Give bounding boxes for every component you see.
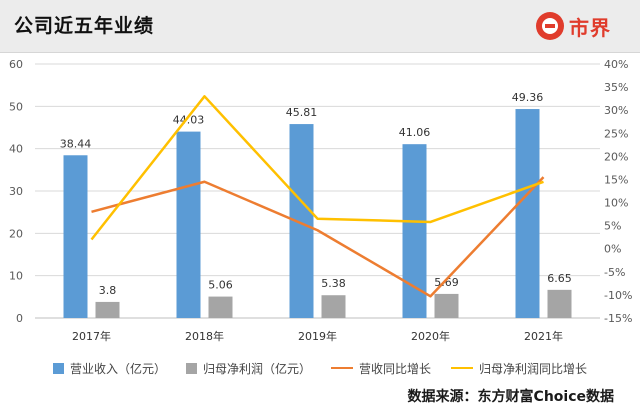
logo-icon (536, 12, 564, 40)
legend-item: 营收同比增长 (331, 360, 431, 377)
x-tick-label: 2017年 (72, 329, 111, 343)
bar-net-profit (321, 295, 346, 318)
bar-revenue (63, 155, 88, 318)
legend-label: 营业收入（亿元） (69, 361, 166, 376)
bar-revenue (176, 131, 201, 318)
y-right-tick-label: 25% (604, 127, 628, 140)
y-left-tick-label: 20 (9, 227, 23, 240)
page-title: 公司近五年业绩 (14, 15, 155, 37)
data-label: 5.38 (321, 277, 346, 290)
x-tick-label: 2020年 (411, 329, 450, 343)
y-left-tick-label: 10 (9, 270, 23, 283)
x-tick-label: 2018年 (185, 329, 224, 343)
legend-swatch (331, 367, 353, 369)
x-tick-label: 2021年 (524, 329, 563, 343)
data-label: 44.03 (173, 114, 205, 127)
legend-item: 归母净利润（亿元） (185, 360, 311, 377)
data-label: 5.06 (208, 279, 233, 292)
legend: 营业收入（亿元） 归母净利润（亿元） 营收同比增长 归母净利润同比增长 (0, 355, 640, 381)
y-right-tick-label: -10% (604, 289, 632, 302)
brand-logo: 市界 (536, 10, 611, 42)
y-right-tick-label: 30% (604, 104, 628, 117)
data-label: 49.36 (512, 91, 544, 104)
y-right-tick-label: 5% (604, 220, 621, 233)
bar-revenue (402, 144, 427, 318)
line-profit-growth (90, 95, 544, 241)
data-source: 数据来源：东方财富Choice数据 (407, 389, 614, 405)
legend-swatch (451, 367, 474, 369)
y-right-tick-label: 10% (604, 197, 628, 210)
legend-label: 营收同比增长 (359, 361, 432, 376)
y-right-tick-label: -15% (604, 312, 632, 325)
y-left-tick-label: 60 (9, 58, 23, 71)
legend-label: 归母净利润（亿元） (202, 361, 311, 376)
y-right-tick-label: 40% (604, 58, 628, 71)
bar-net-profit (95, 301, 120, 318)
y-right-tick-label: 15% (604, 173, 628, 186)
line-revenue-growth (91, 176, 545, 298)
title-bar: 公司近五年业绩 市界 (0, 0, 640, 53)
data-label: 41.06 (399, 126, 431, 139)
y-left-tick-label: 30 (9, 185, 23, 198)
y-left-tick-label: 40 (9, 143, 23, 156)
chart: 0 10 20 30 40 50 60 -15% -10% -5% 0% 5% 10% 15% 20% 25%… (9, 58, 632, 343)
y-left-tick-label: 0 (16, 312, 23, 325)
x-tick-label: 2019年 (298, 329, 337, 343)
bar-net-profit (208, 296, 233, 318)
bar-net-profit (547, 289, 572, 318)
data-label: 6.65 (547, 272, 572, 285)
legend-swatch (52, 362, 64, 374)
data-label: 3.8 (99, 284, 117, 297)
data-label: 45.81 (286, 106, 318, 119)
logo-text: 市界 (569, 15, 611, 40)
bar-net-profit (434, 293, 459, 318)
legend-item: 归母净利润同比增长 (451, 360, 587, 377)
bar-revenue (515, 109, 540, 318)
data-label: 38.44 (60, 137, 92, 150)
legend-label: 归母净利润同比增长 (479, 361, 588, 376)
y-right-tick-label: 35% (604, 81, 628, 94)
legend-swatch (185, 362, 197, 374)
y-right-tick-label: -5% (604, 266, 625, 279)
y-right-tick-label: 0% (604, 243, 621, 256)
y-right-tick-label: 20% (604, 150, 628, 163)
y-left-tick-label: 50 (9, 100, 23, 113)
legend-item: 营业收入（亿元） (52, 360, 166, 377)
